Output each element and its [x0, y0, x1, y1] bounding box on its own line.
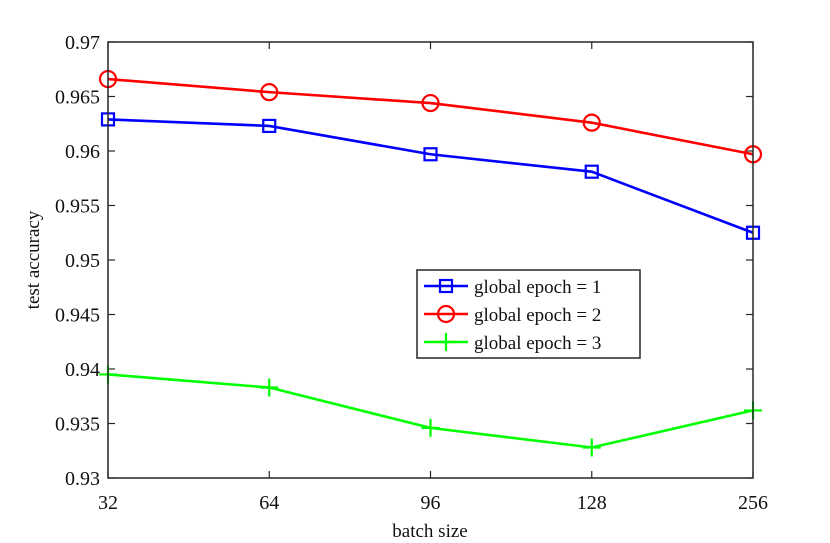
legend-entry-2: global epoch = 2 — [424, 304, 601, 326]
y-tick-labels: 0.93 0.935 0.94 0.945 0.95 0.955 0.96 0.965 0.97 — [55, 32, 100, 490]
legend-label: global epoch = 3 — [474, 333, 601, 354]
series-line — [107, 77, 754, 156]
y-tick-label: 0.95 — [65, 250, 100, 272]
x-tick-labels: 32 64 96 128 256 — [98, 492, 768, 514]
x-tick-label: 256 — [738, 492, 768, 514]
plot-area — [108, 42, 753, 478]
legend-label: global epoch = 1 — [474, 277, 601, 298]
legend-label: global epoch = 2 — [474, 305, 601, 326]
data-point — [582, 113, 601, 132]
x-tick-label: 32 — [98, 492, 118, 514]
y-tick-label: 0.93 — [65, 468, 100, 490]
y-tick-label: 0.955 — [55, 196, 100, 218]
data-point — [423, 147, 438, 162]
data-point — [260, 378, 279, 397]
data-point — [421, 93, 440, 113]
data-point — [584, 164, 599, 179]
y-tick-label: 0.965 — [55, 87, 100, 109]
legend-marker — [436, 304, 456, 324]
legend-entry-1: global epoch = 1 — [424, 277, 601, 298]
data-point — [582, 438, 601, 457]
legend: global epoch = 1 global epoch = 2 global e… — [416, 269, 641, 359]
data-point — [421, 418, 440, 437]
data-point — [262, 118, 277, 134]
data-point — [260, 83, 279, 102]
legend-marker — [437, 333, 455, 351]
x-tick-label: 128 — [577, 492, 607, 514]
legend-marker — [438, 278, 454, 294]
x-tick-label: 64 — [259, 492, 279, 514]
series-line — [107, 118, 754, 234]
y-tick-label: 0.945 — [55, 305, 100, 327]
legend-entry-3: global epoch = 3 — [424, 333, 601, 354]
y-tick-label: 0.96 — [65, 141, 100, 163]
y-tick-label: 0.94 — [65, 359, 100, 381]
y-tick-label: 0.935 — [55, 414, 100, 436]
plot-frame — [107, 41, 754, 479]
x-axis-title: batch size — [392, 521, 467, 542]
x-tick-label: 96 — [421, 492, 441, 514]
y-tick-label: 0.97 — [65, 32, 100, 54]
y-axis-title: test accuracy — [23, 210, 44, 309]
